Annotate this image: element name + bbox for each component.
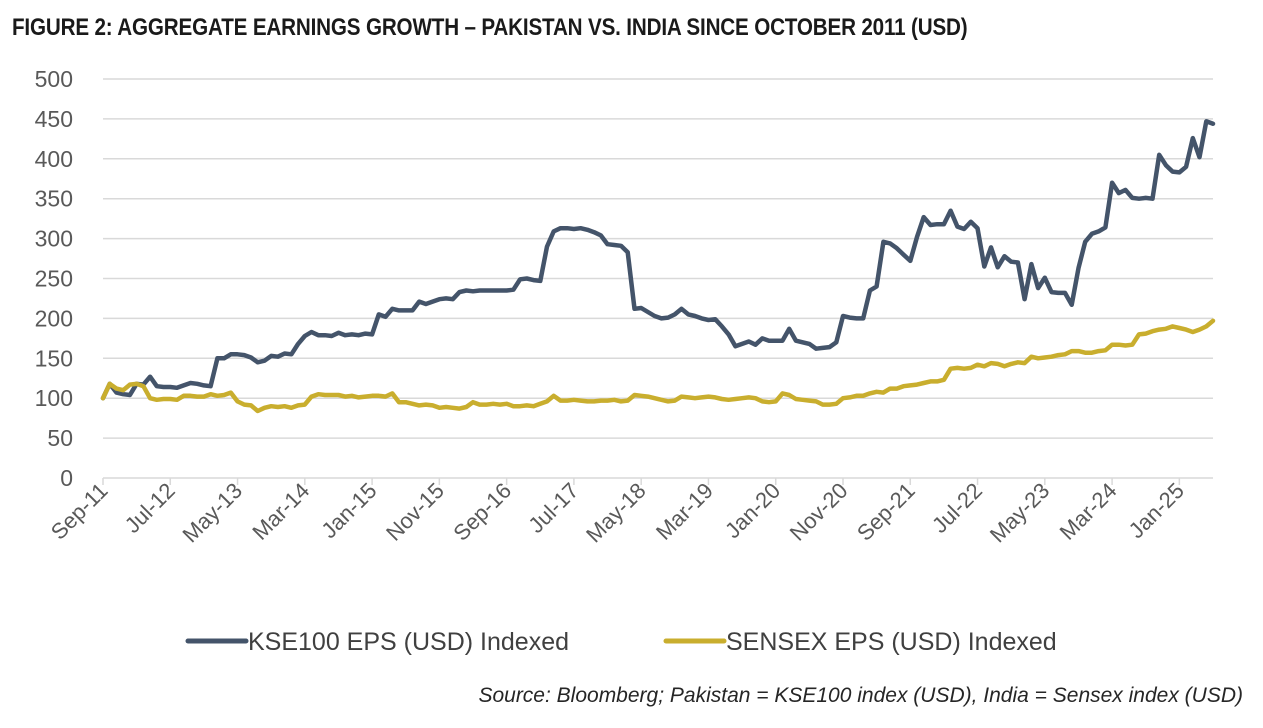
series-line-kse100	[100, 119, 1216, 401]
chart-title: FIGURE 2: AGGREGATE EARNINGS GROWTH – PA…	[12, 14, 968, 41]
x-tick-label: Jul-17	[523, 478, 583, 538]
y-tick-label: 150	[35, 345, 73, 371]
y-tick-label: 250	[35, 266, 73, 292]
y-tick-label: 500	[35, 66, 73, 92]
y-tick-label: 400	[35, 146, 73, 172]
x-tick-label: Jan-15	[316, 478, 381, 543]
gridlines	[103, 78, 1213, 439]
series-lines	[100, 119, 1216, 414]
x-tick-label: Sep-16	[448, 478, 516, 546]
y-tick-label: 450	[35, 106, 73, 132]
x-tick-label: Jul-22	[927, 478, 987, 538]
x-tick-label: May-23	[985, 478, 1055, 548]
x-tick-label: Jan-25	[1124, 478, 1189, 543]
source-note: Source: Bloomberg; Pakistan = KSE100 ind…	[478, 684, 1243, 707]
y-tick-label: 0	[60, 465, 73, 491]
x-tick-label: Mar-24	[1055, 478, 1122, 545]
legend-label-sensex: SENSEX EPS (USD) Indexed	[726, 628, 1057, 656]
x-tick-label: May-18	[581, 478, 651, 548]
x-tick-label: May-13	[178, 478, 248, 548]
x-tick-label: Jan-20	[720, 478, 785, 543]
legend: KSE100 EPS (USD) Indexed SENSEX EPS (USD)…	[185, 628, 1057, 656]
x-tick-label: Nov-20	[785, 478, 853, 546]
x-tick-label: Jul-12	[120, 478, 180, 538]
series-line-sensex	[100, 318, 1216, 414]
y-tick-label: 50	[47, 425, 73, 451]
y-tick-label: 200	[35, 305, 73, 331]
y-tick-label: 300	[35, 226, 73, 252]
x-tick-label: Sep-11	[46, 478, 113, 545]
x-tick-label: Sep-21	[852, 478, 920, 546]
legend-label-kse100: KSE100 EPS (USD) Indexed	[248, 628, 569, 656]
x-tick-label: Nov-15	[381, 478, 449, 546]
y-tick-label: 100	[35, 385, 73, 411]
x-tick-label: Mar-14	[247, 478, 314, 545]
y-axis-ticks: 0 50 100 150 200 250 300 350 400 450 500	[35, 66, 73, 491]
y-tick-label: 350	[35, 186, 73, 212]
x-tick-label: Mar-19	[651, 478, 718, 545]
